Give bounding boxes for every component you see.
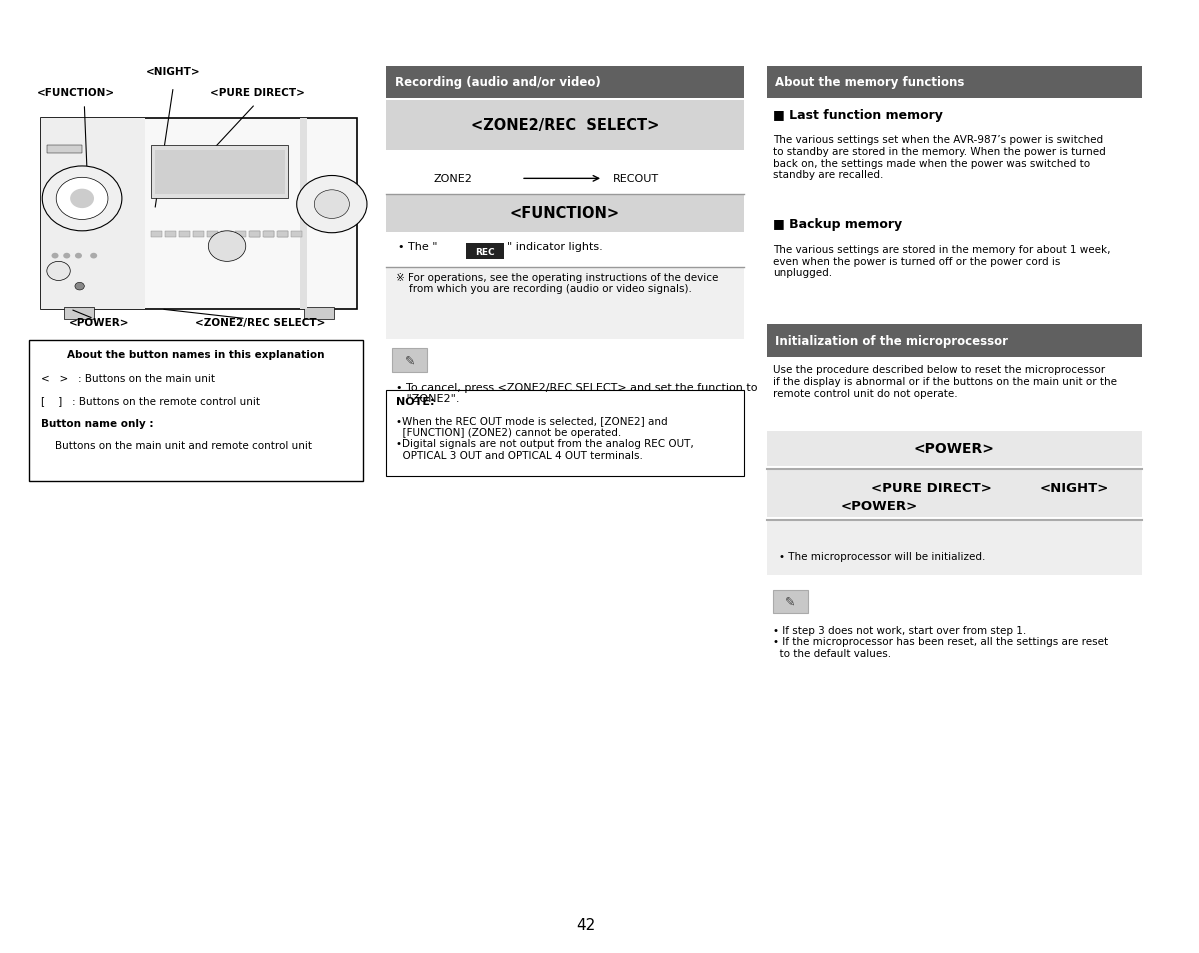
Bar [773,590,808,614]
Bar [207,232,218,237]
Bar [392,349,427,373]
Circle shape [56,178,108,220]
Text: • If step 3 does not work, start over from step 1.
• If the microprocessor has b: • If step 3 does not work, start over fr… [773,625,1108,659]
Bar [249,232,260,237]
Text: Use the procedure described below to reset the microprocessor
if the display is : Use the procedure described below to res… [773,365,1116,398]
Text: ※ For operations, see the operating instructions of the device
    from which yo: ※ For operations, see the operating inst… [396,273,718,294]
Text: The various settings set when the AVR-987’s power is switched
to standby are sto: The various settings set when the AVR-98… [773,135,1105,180]
Bar [47,146,82,153]
Text: • To cancel, press <ZONE2/REC SELECT> and set the function to
   "ZONE2".: • To cancel, press <ZONE2/REC SELECT> an… [396,382,758,404]
Bar [386,101,743,151]
Circle shape [76,253,82,259]
Text: ✎: ✎ [404,355,415,367]
Bar [767,67,1141,99]
Circle shape [90,253,97,259]
Text: <NIGHT>: <NIGHT> [1040,481,1109,495]
Text: <FUNCTION>: <FUNCTION> [510,206,620,221]
Bar [264,232,275,237]
Text: 42: 42 [576,917,595,932]
Text: •When the REC OUT mode is selected, [ZONE2] and
  [FUNCTION] (ZONE2) cannot be o: •When the REC OUT mode is selected, [ZON… [396,416,693,460]
Text: The various settings are stored in the memory for about 1 week,
even when the po: The various settings are stored in the m… [773,245,1110,278]
Text: ■ Backup memory: ■ Backup memory [773,218,902,232]
Bar [278,232,288,237]
Bar [180,232,189,237]
Text: ■ Last function memory: ■ Last function memory [773,109,942,122]
Text: ✎: ✎ [785,596,796,608]
Text: <POWER>: <POWER> [70,317,129,327]
Bar [222,232,231,237]
Bar [29,340,363,481]
Text: REC: REC [475,248,494,256]
Text: Recording (audio and/or video): Recording (audio and/or video) [394,76,601,90]
Text: " indicator lights.: " indicator lights. [507,242,603,252]
Bar [305,308,333,319]
Text: ZONE2: ZONE2 [433,174,472,184]
Bar [291,232,302,237]
Text: Button name only :: Button name only : [41,418,153,428]
Text: • The microprocessor will be initialized.: • The microprocessor will be initialized… [778,551,986,561]
Bar [65,308,94,319]
Text: RECOUT: RECOUT [613,174,658,184]
Bar [41,119,145,310]
Bar [151,146,288,199]
Bar [165,232,176,237]
Bar [155,151,284,194]
Bar [235,232,246,237]
Text: About the button names in this explanation: About the button names in this explanati… [67,350,325,359]
Bar [300,119,307,310]
Circle shape [52,253,59,259]
Bar [386,391,743,476]
Circle shape [47,262,71,281]
Text: <NIGHT>: <NIGHT> [146,67,200,76]
Text: [    ]   : Buttons on the remote control unit: [ ] : Buttons on the remote control unit [41,395,260,405]
Text: About the memory functions: About the memory functions [776,76,964,90]
Bar [466,244,504,260]
Circle shape [70,190,94,209]
Circle shape [209,232,246,262]
Text: <PURE DIRECT>: <PURE DIRECT> [210,88,305,97]
Bar [151,232,162,237]
Bar [277,232,288,237]
Circle shape [76,283,84,291]
Bar [767,470,1141,517]
Text: <   >   : Buttons on the main unit: < > : Buttons on the main unit [41,374,215,383]
Bar [386,268,743,339]
Bar [386,67,743,99]
Text: <ZONE2/REC  SELECT>: <ZONE2/REC SELECT> [471,118,659,133]
Bar [767,520,1141,576]
Bar [193,232,204,237]
Text: <POWER>: <POWER> [914,442,995,456]
Bar [264,232,273,237]
Text: <ZONE2/REC SELECT>: <ZONE2/REC SELECT> [194,317,325,327]
Bar [386,194,743,233]
Text: NOTE:: NOTE: [396,396,434,406]
Bar [767,432,1141,466]
Text: Buttons on the main unit and remote control unit: Buttons on the main unit and remote cont… [55,440,312,450]
Bar [41,119,357,310]
Bar [249,232,260,237]
Bar [767,325,1141,357]
Circle shape [64,253,71,259]
Text: • The ": • The " [398,242,438,252]
Text: <FUNCTION>: <FUNCTION> [37,88,115,97]
Circle shape [296,176,367,233]
Text: Initialization of the microprocessor: Initialization of the microprocessor [776,335,1008,348]
Circle shape [42,167,122,232]
Circle shape [314,191,349,219]
Text: <PURE DIRECT>: <PURE DIRECT> [872,481,993,495]
Text: <POWER>: <POWER> [840,499,918,512]
